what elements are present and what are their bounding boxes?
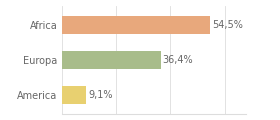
Text: 9,1%: 9,1%: [88, 90, 113, 100]
Bar: [62, 86, 86, 104]
Text: 36,4%: 36,4%: [163, 55, 193, 65]
Bar: [62, 51, 160, 69]
Text: 54,5%: 54,5%: [212, 20, 243, 30]
Bar: [62, 16, 210, 34]
